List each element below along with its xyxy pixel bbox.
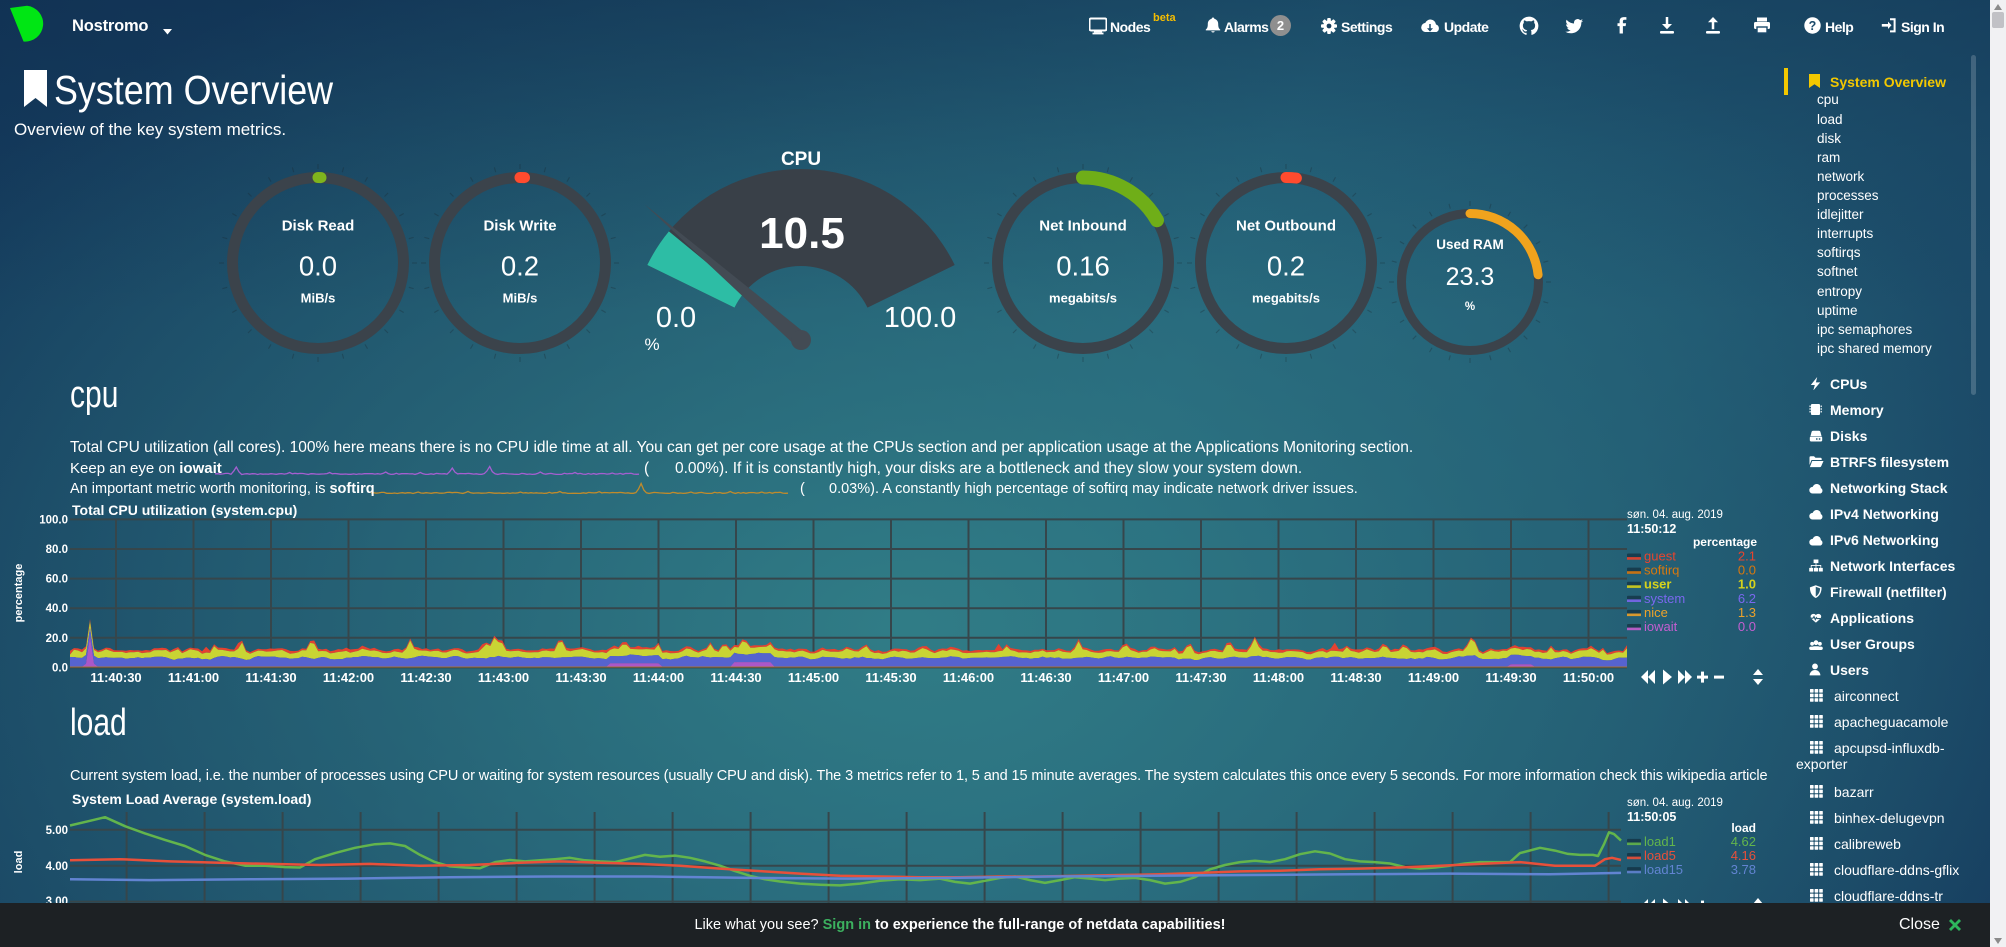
- svg-text:megabits/s: megabits/s: [1049, 291, 1117, 306]
- svg-text:Net Outbound: Net Outbound: [1236, 218, 1336, 235]
- svg-text:Disk Read: Disk Read: [282, 218, 355, 235]
- svg-text:11:44:00: 11:44:00: [633, 670, 684, 685]
- svg-text:100.0: 100.0: [884, 302, 957, 334]
- svg-text:softirq: softirq: [1644, 563, 1679, 578]
- svg-text:0.16: 0.16: [1056, 250, 1110, 281]
- svg-text:Disk Write: Disk Write: [483, 218, 556, 235]
- svg-text:4.16: 4.16: [1731, 848, 1756, 863]
- svg-text:0.0: 0.0: [1738, 563, 1756, 578]
- svg-text:Net Inbound: Net Inbound: [1039, 218, 1126, 235]
- svg-text:11:44:30: 11:44:30: [710, 670, 761, 685]
- svg-text:11:47:00: 11:47:00: [1098, 670, 1149, 685]
- svg-text:11:50:00: 11:50:00: [1563, 670, 1614, 685]
- svg-text:percentage: percentage: [13, 564, 25, 623]
- svg-text:load5: load5: [1644, 848, 1676, 863]
- svg-text:0.2: 0.2: [501, 250, 539, 281]
- svg-text:10.5: 10.5: [759, 209, 845, 258]
- svg-text:Total CPU utilization (system.: Total CPU utilization (system.cpu): [72, 502, 297, 518]
- svg-text:20.0: 20.0: [46, 633, 68, 645]
- svg-text:11:48:00: 11:48:00: [1253, 670, 1304, 685]
- svg-text:11:42:00: 11:42:00: [323, 670, 374, 685]
- svg-text:0.0: 0.0: [52, 662, 68, 674]
- svg-text:nice: nice: [1644, 605, 1668, 620]
- svg-text:CPU: CPU: [781, 149, 821, 170]
- svg-text:11:50:05: 11:50:05: [1627, 810, 1676, 824]
- svg-text:percentage: percentage: [1693, 535, 1757, 549]
- svg-text:4.62: 4.62: [1731, 834, 1756, 849]
- svg-text:60.0: 60.0: [46, 574, 68, 586]
- svg-text:load: load: [1731, 821, 1756, 835]
- svg-text:0.0: 0.0: [1738, 619, 1756, 634]
- svg-text:11:43:30: 11:43:30: [555, 670, 606, 685]
- svg-text:%: %: [1465, 301, 1475, 313]
- svg-text:11:41:00: 11:41:00: [168, 670, 219, 685]
- svg-text:load1: load1: [1644, 834, 1676, 849]
- svg-text:guest: guest: [1644, 549, 1676, 564]
- svg-text:system: system: [1644, 591, 1685, 606]
- svg-text:3.78: 3.78: [1731, 862, 1756, 877]
- svg-text:søn. 04. aug. 2019: søn. 04. aug. 2019: [1627, 797, 1723, 809]
- svg-text:11:41:30: 11:41:30: [245, 670, 296, 685]
- svg-text:23.3: 23.3: [1446, 263, 1495, 291]
- svg-text:11:45:00: 11:45:00: [788, 670, 839, 685]
- svg-text:?: ?: [1809, 19, 1817, 33]
- svg-text:iowait: iowait: [1644, 619, 1678, 634]
- svg-text:søn. 04. aug. 2019: søn. 04. aug. 2019: [1627, 509, 1723, 521]
- svg-text:%: %: [644, 335, 659, 354]
- svg-text:0.0: 0.0: [656, 302, 696, 334]
- svg-text:MiB/s: MiB/s: [301, 291, 336, 306]
- svg-text:11:46:00: 11:46:00: [943, 670, 994, 685]
- svg-text:6.2: 6.2: [1738, 591, 1756, 606]
- svg-text:80.0: 80.0: [46, 544, 68, 556]
- svg-text:11:49:30: 11:49:30: [1485, 670, 1536, 685]
- svg-text:user: user: [1644, 577, 1671, 592]
- svg-text:2.1: 2.1: [1738, 549, 1756, 564]
- svg-text:11:40:30: 11:40:30: [90, 670, 141, 685]
- svg-text:100.0: 100.0: [39, 514, 68, 526]
- svg-text:11:43:00: 11:43:00: [478, 670, 529, 685]
- svg-text:4.00: 4.00: [46, 861, 68, 873]
- svg-text:11:45:30: 11:45:30: [865, 670, 916, 685]
- svg-text:MiB/s: MiB/s: [503, 291, 538, 306]
- svg-text:0.0: 0.0: [299, 250, 337, 281]
- svg-text:load15: load15: [1644, 862, 1683, 877]
- svg-text:11:46:30: 11:46:30: [1020, 670, 1071, 685]
- svg-text:5.00: 5.00: [46, 825, 68, 837]
- svg-text:megabits/s: megabits/s: [1252, 291, 1320, 306]
- svg-text:11:48:30: 11:48:30: [1330, 670, 1381, 685]
- svg-text:Used RAM: Used RAM: [1436, 237, 1504, 252]
- svg-text:1.3: 1.3: [1738, 605, 1756, 620]
- svg-text:40.0: 40.0: [46, 603, 68, 615]
- svg-text:11:50:12: 11:50:12: [1627, 522, 1676, 536]
- svg-text:11:42:30: 11:42:30: [400, 670, 451, 685]
- svg-text:1.0: 1.0: [1738, 577, 1756, 592]
- svg-text:0.2: 0.2: [1267, 250, 1305, 281]
- svg-text:System Load Average (system.lo: System Load Average (system.load): [72, 791, 311, 807]
- svg-text:11:49:00: 11:49:00: [1408, 670, 1459, 685]
- svg-text:11:47:30: 11:47:30: [1175, 670, 1226, 685]
- svg-text:load: load: [13, 851, 25, 874]
